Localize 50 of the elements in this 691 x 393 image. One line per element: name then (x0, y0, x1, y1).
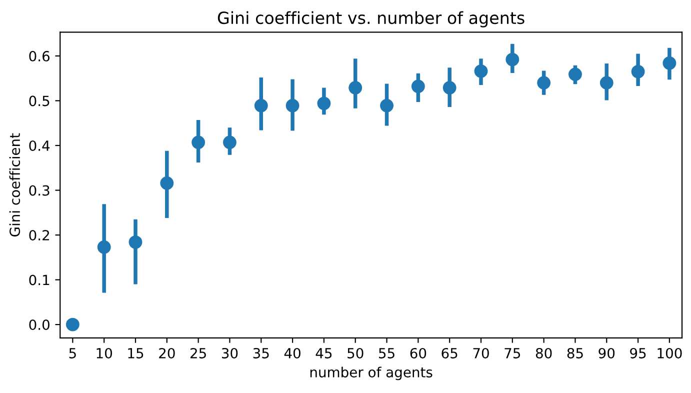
x-tick-label: 10 (96, 348, 112, 358)
x-tick-label: 55 (379, 348, 394, 358)
x-tick-label: 60 (410, 348, 426, 358)
x-tick-label: 80 (536, 348, 552, 358)
x-tick-label: 75 (504, 348, 520, 358)
x-axis-title: number of agents (310, 366, 432, 380)
x-tick-label: 25 (190, 348, 206, 358)
point (66, 318, 80, 332)
point (160, 176, 174, 190)
point (317, 96, 331, 110)
x-tick-label: 100 (658, 348, 682, 358)
x-tick-label: 20 (159, 348, 175, 358)
x-tick-label: 65 (442, 348, 458, 358)
y-tick-label: 0.2 (29, 230, 50, 240)
y-tick-label: 0.1 (29, 274, 50, 286)
point (348, 81, 362, 94)
point (223, 136, 236, 150)
x-tick-label: 5 (69, 348, 76, 358)
point (286, 98, 300, 112)
y-tick-label: 0.0 (29, 320, 50, 330)
point (631, 64, 645, 78)
point (192, 136, 206, 150)
point (506, 52, 520, 66)
y-tick-label: 0.4 (29, 140, 50, 151)
point (97, 240, 111, 254)
point (442, 81, 456, 94)
x-tick-label: 50 (348, 348, 364, 358)
x-tick-label: 45 (316, 348, 332, 358)
x-tick-label: 95 (630, 348, 646, 358)
y-tick-label: 0.3 (29, 185, 50, 196)
x-tick-label: 40 (284, 348, 300, 358)
point (568, 68, 582, 82)
x-tick-label: 70 (473, 348, 489, 358)
x-tick-label: 90 (598, 348, 615, 358)
point (474, 64, 488, 78)
point (600, 76, 614, 90)
point (411, 80, 425, 94)
point (254, 98, 268, 112)
x-tick-label: 30 (222, 348, 238, 358)
x-tick-label: 85 (567, 348, 583, 358)
x-tick-label: 15 (128, 348, 144, 358)
x-tick-label: 35 (253, 348, 269, 358)
y-axis-title: Gini coefficient (9, 133, 20, 236)
point (662, 56, 676, 70)
point (537, 76, 551, 90)
y-tick-label: 0.6 (29, 50, 50, 62)
point (380, 98, 394, 112)
y-tick-label: 0.5 (29, 96, 50, 106)
chart-title: Gini coefficient vs. number of agents (218, 11, 524, 28)
point (128, 235, 142, 249)
